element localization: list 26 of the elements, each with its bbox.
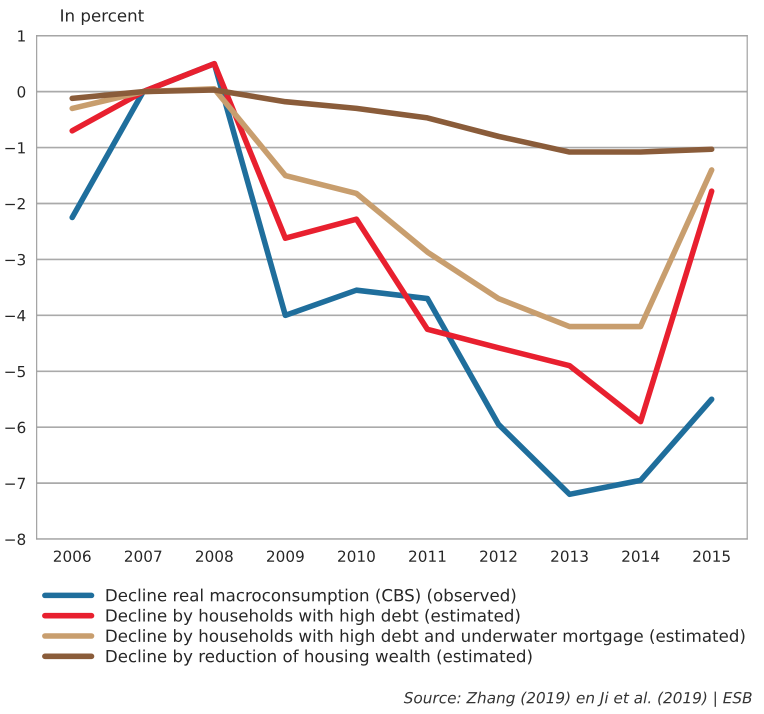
x-tick-label: 2007 — [124, 550, 162, 562]
y-tick-label: −3 — [5, 254, 26, 266]
source-note: Source: Zhang (2019) en Ji et al. (2019) | ESB — [404, 692, 752, 707]
y-tick-label: 0 — [18, 86, 26, 98]
y-tick-label: −4 — [5, 310, 26, 322]
legend-label: Decline real macroconsumption (CBS) (observed) — [106, 588, 516, 605]
x-tick-label: 2010 — [338, 550, 375, 562]
y-tick-label: −8 — [5, 534, 26, 546]
x-tick-label: 2011 — [409, 550, 446, 562]
x-tick-label: 2012 — [480, 550, 516, 562]
legend-label: Decline by households with high debt and underwater mortgage (estimated) — [106, 629, 744, 646]
x-tick-label: 2013 — [551, 550, 588, 562]
y-tick-label: −6 — [5, 422, 26, 434]
y-axis-title: In percent — [61, 9, 144, 25]
x-tick-label: 2006 — [54, 550, 91, 562]
x-tick-label: 2015 — [693, 550, 730, 562]
x-tick-label: 2008 — [196, 550, 233, 562]
y-tick-label: −5 — [5, 366, 25, 378]
y-tick-label: 1 — [18, 30, 25, 42]
y-tick-label: −1 — [5, 142, 25, 154]
y-tick-label: −2 — [5, 198, 25, 210]
x-tick-label: 2009 — [267, 550, 304, 562]
legend-label: Decline by reduction of housing wealth (estimated) — [106, 649, 532, 666]
x-tick-label: 2014 — [622, 550, 660, 562]
legend-label: Decline by households with high debt (estimated) — [106, 608, 520, 626]
y-tick-label: −7 — [5, 478, 25, 489]
